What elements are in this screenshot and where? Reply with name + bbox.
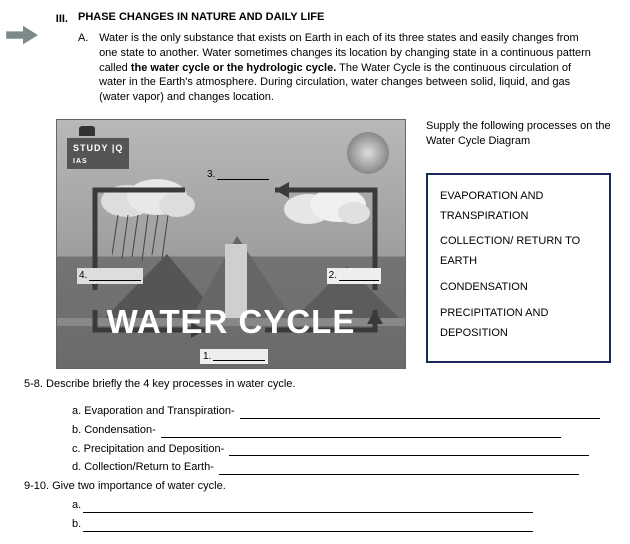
question-9-10: 9-10. Give two importance of water cycle… xyxy=(24,479,612,494)
word-bank-item: EVAPORATION AND TRANSPIRATION xyxy=(440,187,597,227)
intro-bold: the water cycle or the hydrologic cycle. xyxy=(131,62,336,74)
question-line[interactable]: b. xyxy=(72,517,612,532)
section-header: III. PHASE CHANGES IN NATURE AND DAILY L… xyxy=(18,10,612,27)
word-bank-item: CONDENSATION xyxy=(440,278,597,298)
instruction-text: Supply the following processes on the Wa… xyxy=(426,119,611,149)
diagram-title: WATER CYCLE xyxy=(57,300,405,345)
water-cycle-diagram: STUDY |Q IAS xyxy=(56,119,406,369)
question-line[interactable]: a. xyxy=(72,498,612,513)
question-line[interactable]: c. Precipitation and Deposition- xyxy=(72,442,612,457)
subsection-letter: A. xyxy=(78,31,96,46)
question-line[interactable]: d. Collection/Return to Earth- xyxy=(72,460,612,475)
word-bank-box: EVAPORATION AND TRANSPIRATION COLLECTION… xyxy=(426,173,611,364)
diagram-label-1[interactable]: 1. xyxy=(200,349,268,365)
question-line[interactable]: b. Condensation- xyxy=(72,423,612,438)
pointer-hand-icon xyxy=(4,22,42,50)
section-title: PHASE CHANGES IN NATURE AND DAILY LIFE xyxy=(78,10,324,25)
question-line[interactable]: a. Evaporation and Transpiration- xyxy=(72,404,612,419)
word-bank-item: COLLECTION/ RETURN TO EARTH xyxy=(440,232,597,272)
diagram-label-4[interactable]: 4. xyxy=(77,268,143,284)
question-5-8: 5-8. Describe briefly the 4 key processe… xyxy=(24,377,612,392)
word-bank-item: PRECIPITATION AND DEPOSITION xyxy=(440,304,597,344)
diagram-label-2[interactable]: 2. xyxy=(327,268,381,284)
diagram-label-3[interactable]: 3. xyxy=(207,168,269,182)
intro-paragraph: A. Water is the only substance that exis… xyxy=(78,31,612,105)
